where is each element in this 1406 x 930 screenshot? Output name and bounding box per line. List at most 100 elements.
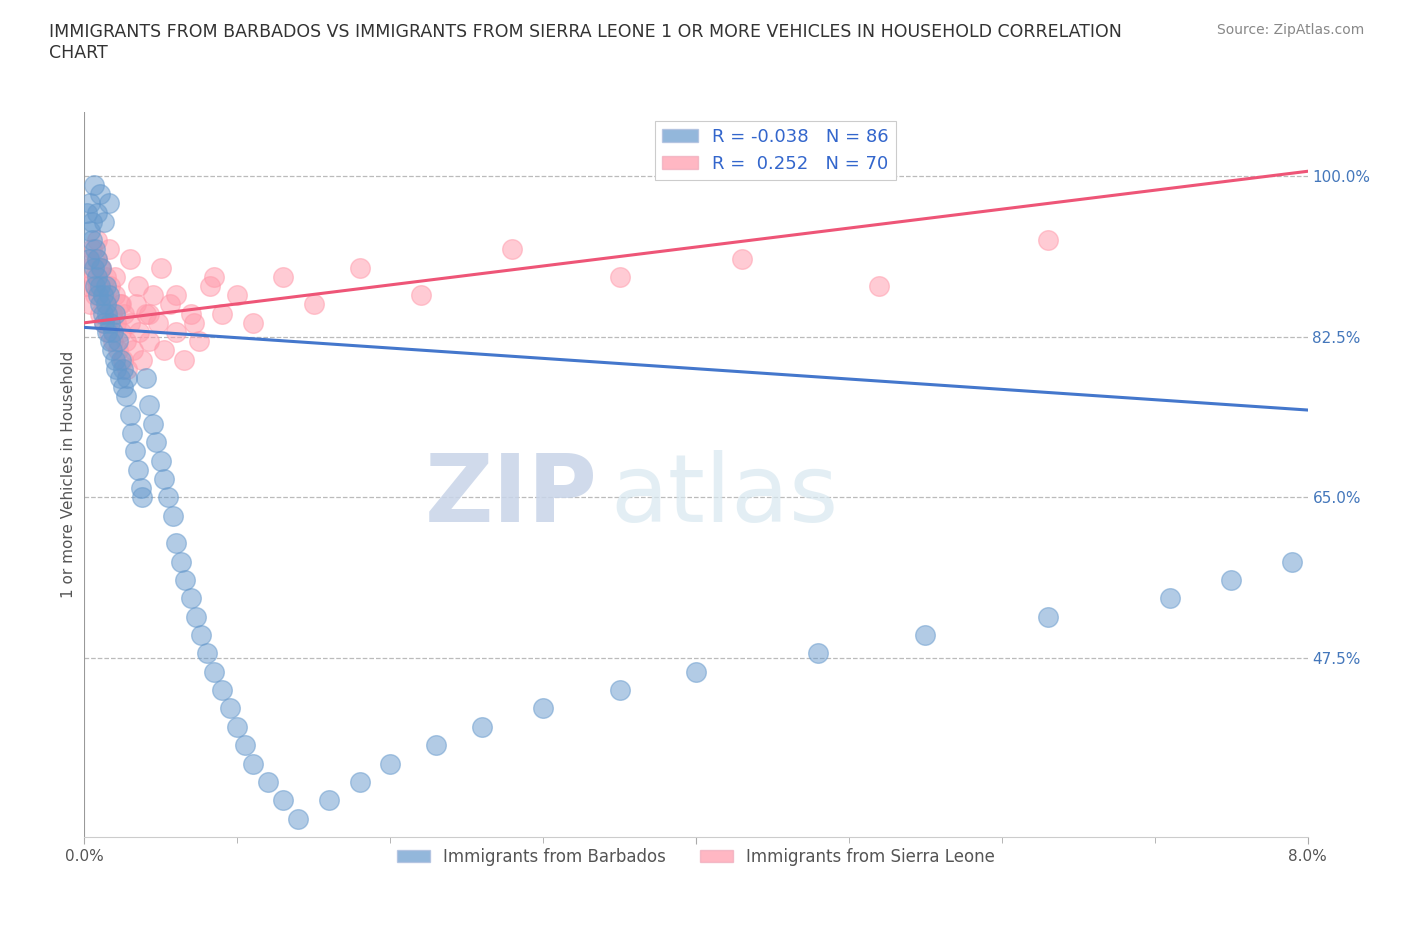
Point bbox=[107, 334, 129, 349]
Point bbox=[409, 287, 432, 302]
Point bbox=[180, 306, 202, 321]
Point bbox=[202, 664, 225, 679]
Point bbox=[159, 297, 181, 312]
Point bbox=[174, 573, 197, 588]
Point bbox=[173, 352, 195, 367]
Point bbox=[76, 279, 98, 294]
Point bbox=[96, 297, 118, 312]
Point bbox=[108, 297, 131, 312]
Point bbox=[86, 251, 108, 266]
Point bbox=[97, 325, 120, 339]
Point bbox=[101, 306, 124, 321]
Y-axis label: 1 or more Vehicles in Household: 1 or more Vehicles in Household bbox=[60, 351, 76, 598]
Point bbox=[184, 609, 207, 624]
Point bbox=[87, 279, 110, 294]
Point bbox=[165, 287, 187, 302]
Point bbox=[142, 417, 165, 432]
Point bbox=[149, 260, 172, 275]
Point bbox=[103, 325, 125, 339]
Point bbox=[1281, 554, 1303, 569]
Point bbox=[105, 361, 128, 376]
Point bbox=[111, 352, 134, 367]
Point bbox=[127, 462, 149, 477]
Point bbox=[165, 536, 187, 551]
Point bbox=[165, 325, 187, 339]
Point bbox=[86, 251, 108, 266]
Point bbox=[89, 279, 111, 294]
Point bbox=[79, 196, 101, 211]
Point bbox=[124, 444, 146, 458]
Point bbox=[869, 279, 891, 294]
Point bbox=[180, 591, 202, 605]
Point bbox=[170, 554, 193, 569]
Point bbox=[731, 251, 754, 266]
Point bbox=[91, 287, 114, 302]
Point bbox=[114, 389, 136, 404]
Point bbox=[98, 334, 121, 349]
Point bbox=[96, 306, 118, 321]
Point bbox=[97, 242, 120, 257]
Point bbox=[135, 370, 157, 385]
Point bbox=[87, 287, 110, 302]
Point bbox=[86, 232, 108, 247]
Point bbox=[914, 628, 936, 643]
Point bbox=[104, 270, 127, 285]
Point bbox=[97, 287, 120, 302]
Text: Source: ZipAtlas.com: Source: ZipAtlas.com bbox=[1216, 23, 1364, 37]
Point bbox=[202, 270, 225, 285]
Point bbox=[98, 279, 121, 294]
Point bbox=[104, 352, 127, 367]
Point bbox=[135, 306, 157, 321]
Point bbox=[120, 407, 142, 422]
Point bbox=[190, 628, 212, 643]
Point bbox=[91, 306, 114, 321]
Point bbox=[105, 315, 128, 330]
Point bbox=[131, 352, 153, 367]
Point bbox=[183, 315, 205, 330]
Point bbox=[111, 361, 134, 376]
Point bbox=[84, 242, 107, 257]
Point bbox=[110, 325, 132, 339]
Point bbox=[79, 223, 101, 238]
Point bbox=[80, 232, 103, 247]
Point bbox=[77, 260, 100, 275]
Point bbox=[138, 398, 160, 413]
Point bbox=[129, 481, 152, 496]
Point bbox=[211, 306, 233, 321]
Point bbox=[138, 306, 160, 321]
Point bbox=[302, 297, 325, 312]
Point bbox=[287, 811, 309, 826]
Point bbox=[242, 315, 264, 330]
Point bbox=[111, 379, 134, 394]
Point bbox=[502, 242, 524, 257]
Point bbox=[609, 270, 631, 285]
Point bbox=[97, 196, 120, 211]
Point bbox=[807, 646, 830, 661]
Point bbox=[104, 306, 127, 321]
Point bbox=[153, 472, 176, 486]
Point bbox=[271, 793, 294, 808]
Point bbox=[83, 260, 105, 275]
Point bbox=[86, 270, 108, 285]
Point bbox=[112, 306, 135, 321]
Point bbox=[80, 242, 103, 257]
Point bbox=[233, 737, 256, 752]
Text: atlas: atlas bbox=[610, 450, 838, 542]
Point bbox=[125, 297, 148, 312]
Point bbox=[153, 343, 176, 358]
Point bbox=[1220, 573, 1243, 588]
Point bbox=[79, 297, 101, 312]
Point bbox=[104, 287, 127, 302]
Point bbox=[89, 187, 111, 202]
Point bbox=[226, 720, 249, 735]
Point bbox=[101, 343, 124, 358]
Point bbox=[195, 646, 218, 661]
Point bbox=[83, 178, 105, 193]
Point bbox=[90, 260, 112, 275]
Point bbox=[94, 279, 117, 294]
Point bbox=[91, 287, 114, 302]
Point bbox=[115, 370, 138, 385]
Point bbox=[121, 426, 143, 441]
Point bbox=[84, 287, 107, 302]
Point bbox=[218, 701, 240, 716]
